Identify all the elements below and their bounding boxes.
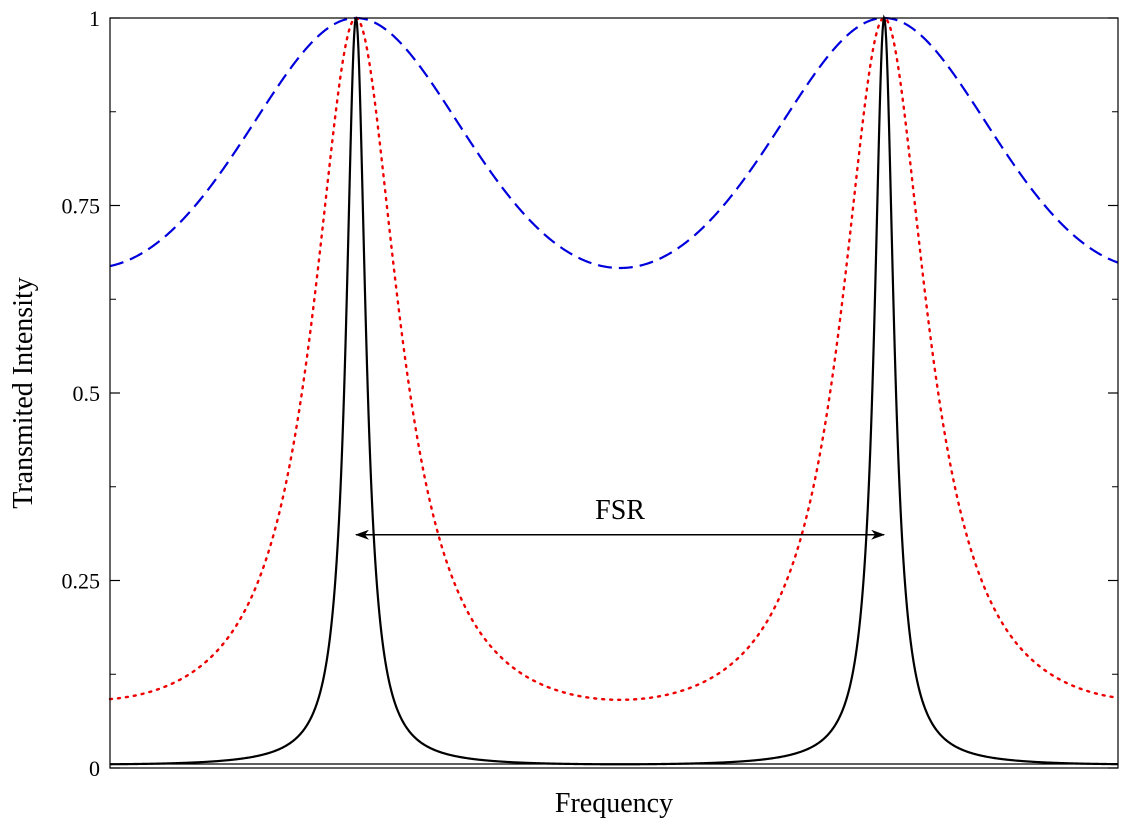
ticks-layer — [110, 17, 1118, 769]
series-line-dashed — [109, 16, 1119, 270]
y-tick-label: 0 — [89, 756, 100, 781]
y-tick-label: 0.25 — [62, 569, 101, 594]
series-layer — [108, 14, 1120, 766]
x-axis-title: Frequency — [555, 788, 673, 819]
y-tick-label: 0.75 — [62, 194, 101, 219]
series-line-solid — [109, 14, 1119, 766]
y-axis-title: Transmited Intensity — [8, 277, 39, 509]
y-tick-label: 0.5 — [73, 381, 101, 406]
plot-frame — [109, 17, 1119, 769]
tick-labels-layer: 0 0.25 0.5 0.75 1 — [62, 6, 101, 781]
fsr-label: FSR — [595, 495, 645, 526]
series-line-dotted — [108, 16, 1120, 702]
y-tick-label: 1 — [89, 6, 100, 31]
